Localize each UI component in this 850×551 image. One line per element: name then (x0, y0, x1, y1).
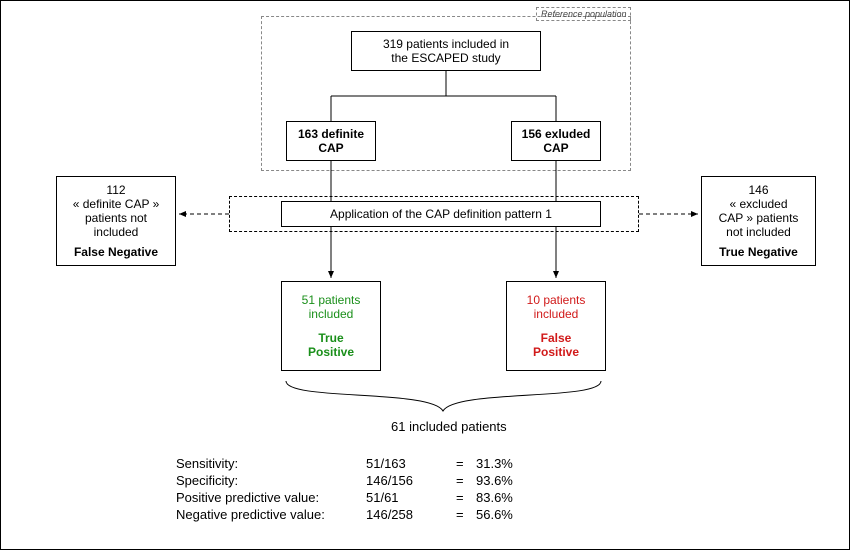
metrics-table: Sensitivity: 51/163 = 31.3% Specificity:… (176, 456, 536, 524)
fn-line1: 112 (106, 183, 125, 197)
node-excluded-line1: 156 exluded (522, 127, 591, 141)
metric-eq: = (456, 490, 476, 507)
node-excluded-line2: CAP (543, 141, 568, 155)
node-top: 319 patients included in the ESCAPED stu… (351, 31, 541, 71)
fn-label: False Negative (74, 245, 158, 259)
fn-line4: included (94, 225, 139, 239)
tn-line2: « excluded (729, 197, 787, 211)
node-application: Application of the CAP definition patter… (281, 201, 601, 227)
tp-label2: Positive (308, 345, 354, 359)
node-true-positive: 51 patients included True Positive (281, 281, 381, 371)
tn-line3: CAP » patients (719, 211, 799, 225)
metric-pct: 93.6% (476, 473, 536, 490)
metric-frac: 146/258 (366, 507, 456, 524)
node-true-negative: 146 « excluded CAP » patients not includ… (701, 176, 816, 266)
tp-line2: included (309, 307, 354, 321)
node-application-text: Application of the CAP definition patter… (330, 207, 552, 221)
fp-label2: Positive (533, 345, 579, 359)
node-definite: 163 definite CAP (286, 121, 376, 161)
metric-frac: 51/163 (366, 456, 456, 473)
tn-label: True Negative (719, 245, 798, 259)
fp-label1: False (541, 331, 572, 345)
tn-line1: 146 (748, 183, 768, 197)
metric-frac: 146/156 (366, 473, 456, 490)
diagram-container: Reference population 319 patients includ… (0, 0, 850, 550)
metric-label: Specificity: (176, 473, 366, 490)
fn-line3: patients not (85, 211, 147, 225)
node-top-line2: the ESCAPED study (391, 51, 500, 65)
tp-line1: 51 patients (302, 293, 361, 307)
node-definite-line1: 163 definite (298, 127, 364, 141)
metric-pct: 83.6% (476, 490, 536, 507)
node-excluded: 156 exluded CAP (511, 121, 601, 161)
fp-line1: 10 patients (527, 293, 586, 307)
metrics-row: Negative predictive value: 146/258 = 56.… (176, 507, 536, 524)
metric-eq: = (456, 473, 476, 490)
metrics-row: Positive predictive value: 51/61 = 83.6% (176, 490, 536, 507)
node-definite-line2: CAP (318, 141, 343, 155)
metrics-row: Specificity: 146/156 = 93.6% (176, 473, 536, 490)
metric-label: Negative predictive value: (176, 507, 366, 524)
tp-label1: True (318, 331, 343, 345)
metric-label: Sensitivity: (176, 456, 366, 473)
metric-eq: = (456, 507, 476, 524)
brace-label: 61 included patients (391, 419, 507, 434)
fn-line2: « definite CAP » (73, 197, 160, 211)
fp-line2: included (534, 307, 579, 321)
metric-label: Positive predictive value: (176, 490, 366, 507)
node-top-line1: 319 patients included in (383, 37, 509, 51)
node-false-positive: 10 patients included False Positive (506, 281, 606, 371)
metrics-row: Sensitivity: 51/163 = 31.3% (176, 456, 536, 473)
metric-pct: 56.6% (476, 507, 536, 524)
metric-pct: 31.3% (476, 456, 536, 473)
tn-line4: not included (726, 225, 791, 239)
metric-eq: = (456, 456, 476, 473)
metric-frac: 51/61 (366, 490, 456, 507)
reference-population-label: Reference population (541, 9, 627, 19)
node-false-negative: 112 « definite CAP » patients not includ… (56, 176, 176, 266)
